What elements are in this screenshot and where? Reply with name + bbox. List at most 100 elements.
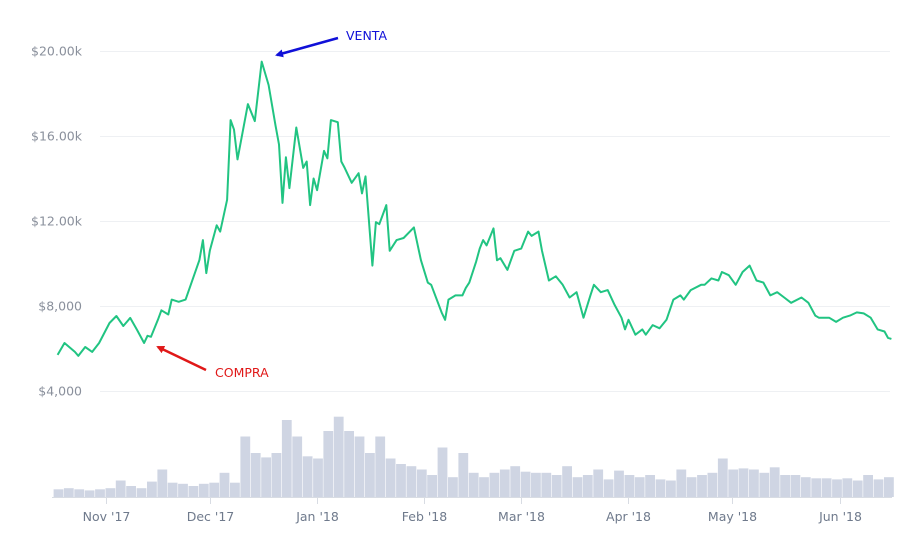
volume-bar — [240, 436, 251, 497]
volume-bar — [541, 472, 552, 497]
volume-bar — [582, 475, 593, 497]
volume-bar — [271, 453, 282, 497]
volume-bar — [437, 447, 448, 497]
y-axis: $4,000 $8,000 $12.00k $16.00k $20.00k — [31, 44, 83, 399]
volume-bar — [344, 431, 354, 497]
volume-bar — [136, 488, 147, 497]
volume-bar — [302, 456, 313, 497]
volume-bar — [800, 477, 811, 497]
volume-bar — [707, 472, 718, 497]
volume-bar — [531, 472, 541, 497]
y-tick-label: $16.00k — [31, 129, 83, 144]
volume-bar — [717, 458, 728, 497]
y-tick-label: $20.00k — [31, 44, 83, 59]
compra-label: COMPRA — [215, 365, 269, 380]
volume-bar — [74, 489, 85, 497]
x-tick-label: Mar '18 — [498, 509, 545, 524]
volume-bar — [562, 466, 572, 497]
volume-bar — [738, 468, 749, 497]
volume-bar — [209, 482, 220, 497]
volume-bar — [645, 475, 655, 497]
x-tick-label: Jan '18 — [295, 509, 339, 524]
volume-bar — [759, 472, 770, 497]
volume-bar — [188, 486, 199, 497]
volume-bar — [769, 467, 780, 497]
volume-bar — [489, 472, 500, 497]
volume-bar — [365, 453, 375, 497]
x-tick-label: Dec '17 — [187, 509, 235, 524]
volume-bar — [427, 475, 437, 497]
volume-bar — [230, 482, 240, 497]
volume-bar — [666, 480, 676, 497]
compra-arrow — [156, 345, 207, 372]
volume-bar — [448, 477, 458, 497]
volume-bar — [832, 479, 842, 497]
volume-bar — [375, 436, 386, 497]
volume-bar — [821, 478, 832, 497]
x-axis: Nov '17 Dec '17 Jan '18 Feb '18 Mar '18 Apr '… — [83, 497, 862, 524]
y-tick-label: $8,000 — [38, 299, 82, 314]
volume-bar — [551, 475, 562, 497]
annotation-compra: COMPRA — [156, 345, 269, 380]
volume-bar — [219, 472, 230, 497]
volume-bar — [313, 458, 323, 497]
volume-bar — [458, 453, 469, 497]
volume-bar — [697, 475, 707, 497]
volume-bar — [499, 469, 510, 497]
volume-bar — [676, 469, 687, 497]
volume-bar — [790, 475, 801, 497]
x-tick-label: May '18 — [708, 509, 757, 524]
volume-bar — [863, 475, 873, 497]
x-tick-label: Nov '17 — [83, 509, 131, 524]
volume-bar — [780, 475, 790, 497]
volume-bar — [572, 477, 583, 497]
volume-bar — [634, 477, 645, 497]
y-tick-label: $12.00k — [31, 214, 83, 229]
y-tick-label: $4,000 — [38, 384, 82, 399]
volume-bars — [53, 416, 894, 497]
volume-bar — [354, 436, 365, 497]
volume-bar — [396, 464, 406, 497]
volume-bar — [520, 471, 531, 497]
volume-bar — [884, 477, 894, 497]
volume-bar — [178, 483, 188, 497]
gridlines — [100, 51, 890, 392]
annotation-venta: VENTA — [275, 28, 387, 58]
volume-bar — [873, 479, 884, 497]
volume-bar — [479, 477, 489, 497]
volume-bar — [510, 466, 521, 497]
volume-bar — [655, 479, 666, 497]
price-line — [56, 60, 892, 357]
volume-bar — [63, 488, 74, 497]
volume-bar — [281, 420, 292, 497]
volume-bar — [842, 478, 853, 497]
volume-bar — [614, 470, 624, 497]
volume-bar — [105, 488, 116, 497]
volume-bar — [261, 457, 271, 497]
volume-bar — [468, 472, 479, 497]
volume-bar — [749, 469, 759, 497]
volume-bar — [416, 469, 427, 497]
volume-bar — [811, 478, 822, 497]
volume-bar — [167, 482, 178, 497]
volume-bar — [115, 480, 126, 497]
volume-bar — [198, 483, 209, 497]
volume-bar — [126, 486, 136, 497]
volume-bar — [728, 469, 739, 497]
volume-bar — [323, 431, 334, 497]
volume-bar — [406, 466, 417, 497]
volume-bar — [84, 490, 95, 497]
volume-bar — [603, 479, 614, 497]
volume-bar — [95, 489, 105, 497]
x-tick-label: Feb '18 — [402, 509, 447, 524]
x-tick-label: Jun '18 — [818, 509, 862, 524]
venta-label: VENTA — [346, 28, 387, 43]
volume-bar — [385, 458, 396, 497]
volume-bar — [686, 477, 697, 497]
volume-bar — [250, 453, 261, 497]
volume-bar — [292, 436, 303, 497]
x-tick-label: Apr '18 — [606, 509, 651, 524]
venta-arrow — [275, 36, 339, 58]
volume-bar — [852, 480, 863, 497]
